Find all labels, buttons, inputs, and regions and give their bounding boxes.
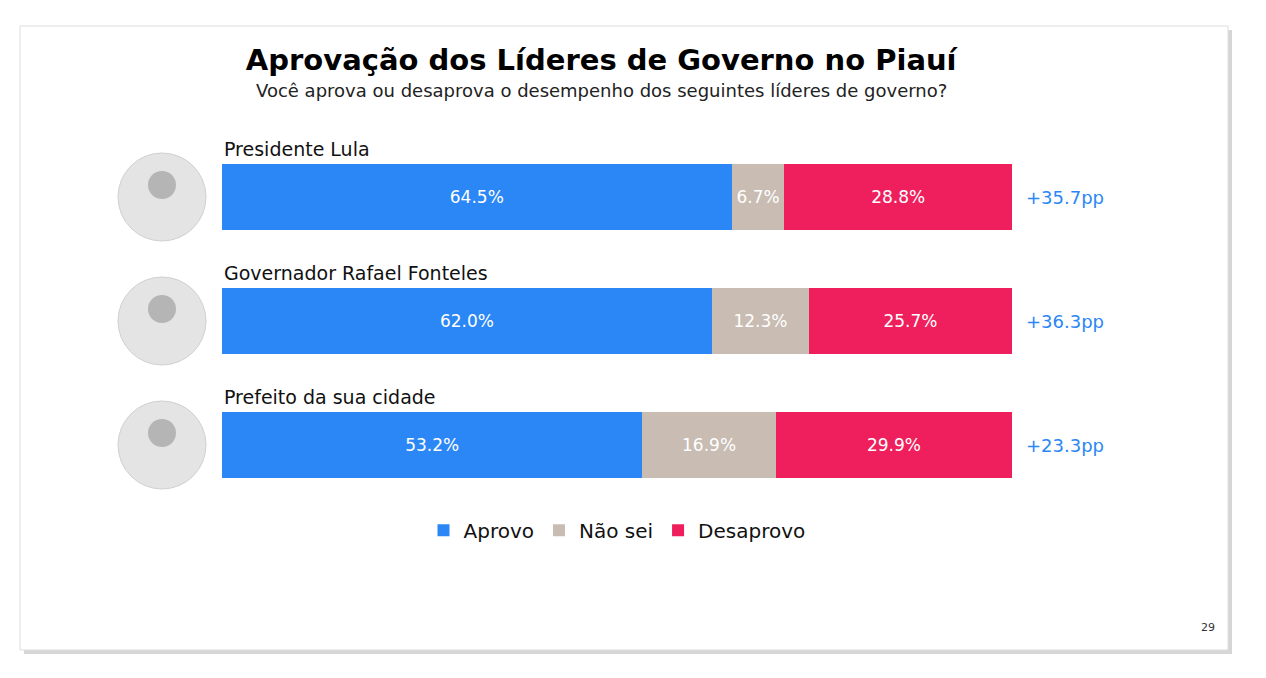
svg-text:+36.3pp: +36.3pp [1026, 311, 1104, 332]
svg-text:Governador Rafael Fonteles: Governador Rafael Fonteles [224, 262, 488, 284]
svg-text:6.7%: 6.7% [736, 187, 779, 207]
svg-text:12.3%: 12.3% [733, 311, 787, 331]
svg-text:25.7%: 25.7% [883, 311, 937, 331]
svg-text:Prefeito da sua cidade: Prefeito da sua cidade [224, 386, 436, 408]
svg-text:Aprovo: Aprovo [464, 519, 534, 543]
svg-text:Desaprovo: Desaprovo [698, 519, 805, 543]
svg-text:+23.3pp: +23.3pp [1026, 435, 1104, 456]
svg-text:29.9%: 29.9% [867, 435, 921, 455]
svg-text:29: 29 [1201, 621, 1215, 634]
svg-text:16.9%: 16.9% [682, 435, 736, 455]
svg-text:28.8%: 28.8% [871, 187, 925, 207]
svg-text:Você aprova ou desaprova o des: Você aprova ou desaprova o desempenho do… [256, 80, 947, 101]
svg-text:Presidente Lula: Presidente Lula [224, 138, 370, 160]
svg-text:62.0%: 62.0% [440, 311, 494, 331]
svg-text:53.2%: 53.2% [405, 435, 459, 455]
svg-text:+35.7pp: +35.7pp [1026, 187, 1104, 208]
svg-text:64.5%: 64.5% [450, 187, 504, 207]
svg-text:Não sei: Não sei [579, 519, 653, 543]
svg-text:Aprovação dos Líderes de Gover: Aprovação dos Líderes de Governo no Piau… [246, 43, 959, 77]
